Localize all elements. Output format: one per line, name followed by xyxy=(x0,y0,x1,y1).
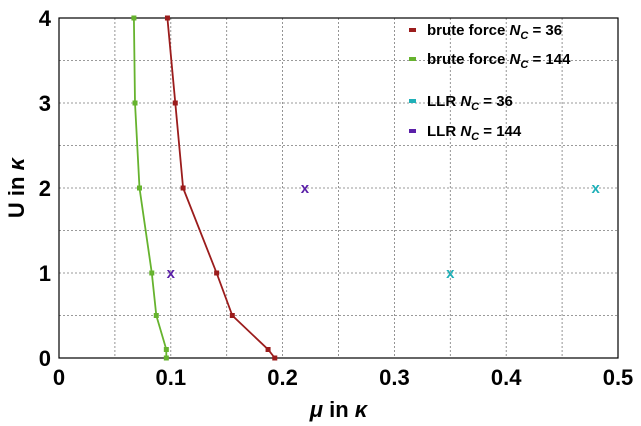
legend-label: brute force NC = 144 xyxy=(427,51,571,71)
data-point xyxy=(172,100,178,106)
x-tick-label: 0.2 xyxy=(267,365,298,390)
data-point xyxy=(149,270,155,276)
legend-label: LLR NC = 36 xyxy=(427,93,513,113)
x-axis-label: μ in κ xyxy=(309,397,369,422)
x-tick-label: 0.5 xyxy=(603,365,634,390)
legend-swatch xyxy=(409,28,416,32)
x-tick-label: 0.4 xyxy=(491,365,522,390)
series-1 xyxy=(131,15,169,361)
y-tick-label: 3 xyxy=(39,91,51,116)
data-point xyxy=(180,185,186,191)
y-axis-label: U in κ xyxy=(4,156,29,218)
legend-item-3: LLR NC = 144 xyxy=(409,123,522,143)
data-point xyxy=(265,347,271,352)
legend-item-2: LLR NC = 36 xyxy=(409,93,513,113)
data-point xyxy=(136,185,142,191)
series-0 xyxy=(164,15,278,361)
data-point: x xyxy=(301,180,310,197)
legend-label: brute force NC = 36 xyxy=(427,22,562,42)
data-point xyxy=(131,15,137,21)
data-point: x xyxy=(591,180,600,197)
y-tick-label: 0 xyxy=(39,346,51,371)
legend-swatch xyxy=(409,57,416,61)
data-point xyxy=(153,313,159,318)
data-point xyxy=(214,270,220,276)
y-tick-label: 4 xyxy=(39,6,52,31)
legend-swatch xyxy=(409,129,416,133)
plot-frame xyxy=(58,17,619,359)
data-point xyxy=(132,100,138,106)
data-point xyxy=(163,355,169,361)
x-tick-label: 0.3 xyxy=(379,365,410,390)
data-point: x xyxy=(446,265,455,282)
series-3: xx xyxy=(167,180,310,282)
legend-item-1: brute force NC = 144 xyxy=(409,51,571,71)
data-point xyxy=(272,355,278,361)
data-point xyxy=(229,313,235,318)
legend-item-0: brute force NC = 36 xyxy=(409,22,562,42)
legend-label: LLR NC = 144 xyxy=(427,123,522,143)
x-tick-label: 0 xyxy=(53,365,65,390)
grid xyxy=(58,17,619,359)
series-2: xx xyxy=(446,180,600,282)
x-tick-label: 0.1 xyxy=(156,365,187,390)
y-tick-label: 2 xyxy=(39,176,51,201)
data-point xyxy=(163,347,169,352)
legend: brute force NC = 36 brute force NC = 144 L… xyxy=(409,22,571,143)
data-point: x xyxy=(167,265,176,282)
data-point xyxy=(164,15,170,21)
legend-swatch xyxy=(409,99,416,103)
y-tick-label: 1 xyxy=(39,261,51,286)
tick-labels: 0 0.1 0.2 0.3 0.4 0.5 0 1 2 3 4 xyxy=(39,6,634,390)
